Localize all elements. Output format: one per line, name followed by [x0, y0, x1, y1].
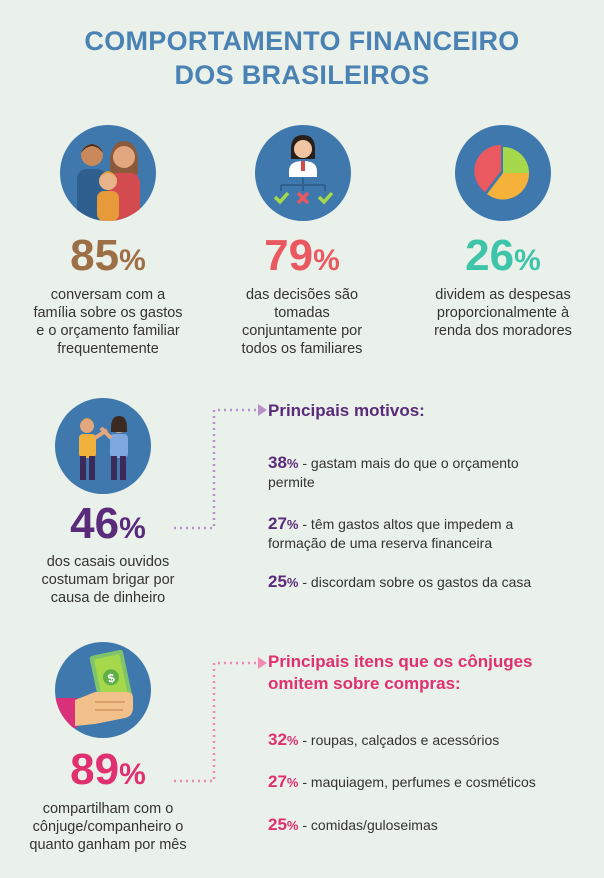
stat-85-symbol: % — [119, 244, 146, 277]
stat-26-description: dividem as despesas proporcionalmente à … — [405, 286, 601, 340]
item-number: 25 — [268, 815, 287, 834]
item-number: 32 — [268, 730, 287, 749]
desc-line: conjuntamente por — [241, 323, 363, 339]
motives-heading: Principais motivos: — [268, 401, 425, 420]
omitted-item: 27% - maquiagem, perfumes e cosméticos — [268, 773, 588, 792]
reason-symbol: % — [286, 575, 299, 590]
desc-line: dos casais ouvidos — [46, 554, 170, 570]
reason-symbol: % — [286, 456, 299, 471]
desc-line: e o orçamento familiar — [36, 323, 180, 339]
reason-percent: 38% — [268, 453, 298, 472]
desc-line: renda dos moradores — [434, 323, 572, 339]
reason-text: - discordam sobre os gastos da casa — [298, 574, 532, 590]
stat-46-description: dos casais ouvidos costumam brigar por c… — [10, 553, 206, 607]
reason-number: 38 — [268, 453, 287, 472]
stat-79-symbol: % — [313, 244, 340, 277]
stat-46-number: 46 — [70, 499, 120, 548]
desc-line: quanto ganham por mês — [29, 837, 187, 853]
items-heading-line: omitem sobre compras: — [268, 674, 461, 693]
reason-item: 38% - gastam mais do que o orçamento per… — [268, 454, 588, 491]
stat-89-percent: 89% — [40, 746, 176, 799]
stat-26-symbol: % — [514, 244, 541, 277]
item-symbol: % — [286, 818, 299, 833]
item-text: - maquiagem, perfumes e cosméticos — [298, 774, 536, 790]
stat-26-percent: 26% — [435, 232, 571, 285]
stat-89-description: compartilham com o cônjuge/companheiro o… — [10, 800, 206, 854]
reason-text-line2: permite — [268, 474, 315, 490]
desc-line: frequentemente — [57, 341, 159, 357]
reason-number: 25 — [268, 572, 287, 591]
items-heading: Principais itens que os cônjuges omitem … — [268, 651, 533, 695]
reason-text-line2: formação de uma reserva financeira — [268, 535, 493, 551]
stat-26-number: 26 — [465, 231, 515, 280]
motives-connector — [174, 404, 267, 530]
item-percent: 27% — [268, 772, 298, 791]
page-title: COMPORTAMENTO FINANCEIRO DOS BRASILEIROS — [0, 24, 604, 92]
reason-percent: 25% — [268, 572, 298, 591]
reason-number: 27 — [268, 514, 287, 533]
stat-85-percent: 85% — [40, 232, 176, 285]
desc-line: das decisões são — [245, 287, 359, 303]
title-line-1: COMPORTAMENTO FINANCEIRO — [84, 26, 520, 56]
pie-chart-icon — [455, 125, 551, 221]
stat-89-number: 89 — [70, 745, 120, 794]
desc-line: todos os familiares — [241, 341, 363, 357]
reason-text: - gastam mais do que o orçamento — [298, 455, 519, 471]
desc-line: compartilham com o — [42, 801, 174, 817]
item-percent: 25% — [268, 815, 298, 834]
stat-79-description: das decisões são tomadas conjuntamente p… — [204, 286, 400, 358]
desc-line: costumam brigar por — [41, 572, 175, 588]
reason-symbol: % — [286, 517, 299, 532]
item-percent: 32% — [268, 730, 298, 749]
omitted-item: 25% - comidas/guloseimas — [268, 816, 588, 835]
desc-line: proporcionalmente à — [436, 305, 570, 321]
reason-item: 27% - têm gastos altos que impedem a for… — [268, 515, 588, 552]
stat-79-percent: 79% — [234, 232, 370, 285]
family-icon — [60, 125, 156, 221]
items-heading-line: Principais itens que os cônjuges — [268, 652, 533, 671]
reason-text: - têm gastos altos que impedem a — [298, 516, 514, 532]
item-symbol: % — [286, 775, 299, 790]
desc-line: causa de dinheiro — [50, 590, 166, 606]
svg-text:$: $ — [106, 671, 116, 686]
item-symbol: % — [286, 733, 299, 748]
reason-item: 25% - discordam sobre os gastos da casa — [268, 573, 588, 592]
item-number: 27 — [268, 772, 287, 791]
title-line-2: DOS BRASILEIROS — [174, 60, 430, 90]
stat-85-number: 85 — [70, 231, 120, 280]
stat-89-symbol: % — [119, 758, 146, 791]
desc-line: família sobre os gastos — [33, 305, 183, 321]
stat-46-symbol: % — [119, 512, 146, 545]
stat-85-description: conversam com a família sobre os gastos … — [10, 286, 206, 358]
item-text: - comidas/guloseimas — [298, 817, 438, 833]
desc-line: conversam com a — [50, 287, 166, 303]
stat-79-number: 79 — [264, 231, 314, 280]
desc-line: cônjuge/companheiro o — [32, 819, 184, 835]
money-hand-icon: $ — [55, 642, 151, 738]
items-connector — [174, 657, 267, 783]
arguing-couple-icon — [55, 398, 151, 494]
desc-line: tomadas — [274, 305, 330, 321]
reason-percent: 27% — [268, 514, 298, 533]
decision-icon — [255, 125, 351, 221]
stat-46-percent: 46% — [40, 500, 176, 553]
omitted-item: 32% - roupas, calçados e acessórios — [268, 731, 588, 750]
desc-line: dividem as despesas — [435, 287, 571, 303]
item-text: - roupas, calçados e acessórios — [298, 732, 500, 748]
